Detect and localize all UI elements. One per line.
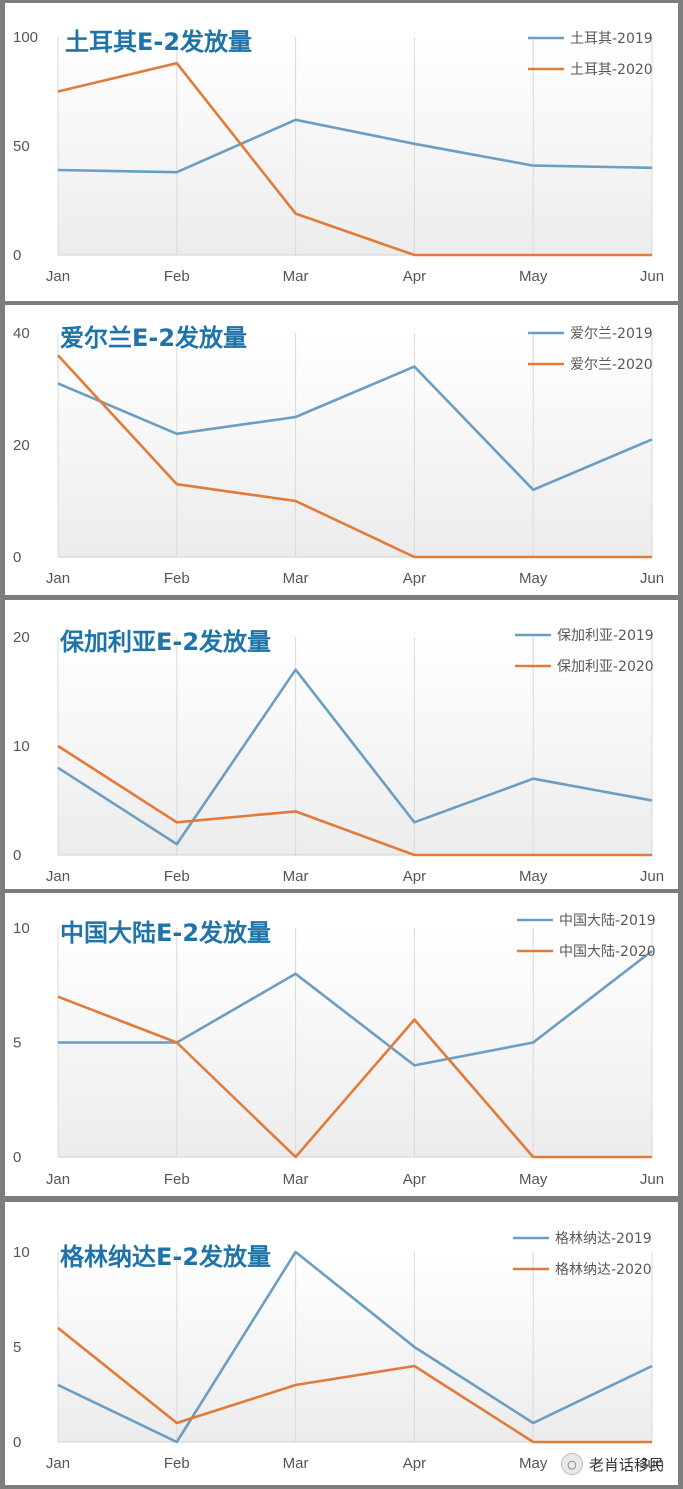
series-line: [57, 365, 653, 492]
x-tick-label: May: [519, 268, 548, 285]
x-tick-label: Apr: [403, 868, 426, 885]
legend: 爱尔兰-2019 爱尔兰-2020: [528, 326, 653, 373]
x-tick-label: Jun: [640, 570, 664, 587]
wechat-icon: ○: [560, 1453, 583, 1475]
x-tick-label: Jan: [46, 570, 70, 587]
legend-label: 中国大陆-2019: [559, 913, 656, 929]
y-tick-label: 5: [13, 1035, 21, 1052]
x-tick-label: May: [519, 1171, 548, 1188]
legend: 土耳其-2019 土耳其-2020: [528, 31, 653, 78]
chart-svg: 0 20 40 Jan Feb Mar Apr May Jun 爱尔兰E-2发放量 爱尔兰-2019…: [13, 324, 664, 587]
series-line: [57, 61, 652, 257]
chart-title: 格林纳达E-2发放量: [60, 1243, 271, 1271]
x-tick-label: Jan: [46, 1171, 70, 1188]
chart-title: 土耳其E-2发放量: [65, 28, 252, 56]
watermark-text: 老肖话移民: [588, 1455, 664, 1474]
chart-title: 中国大陆E-2发放量: [60, 919, 271, 947]
x-tick-label: Jan: [46, 268, 70, 285]
chart-panel-bulgaria: 0 10 20 Jan Feb Mar Apr May Jun 保加利亚E-2发放量 保加利亚-20…: [5, 600, 678, 889]
y-tick-label: 0: [13, 847, 21, 864]
legend-label: 土耳其-2020: [570, 62, 653, 78]
y-tick-label: 10: [13, 738, 30, 755]
series-line: [57, 354, 652, 559]
legend: 格林纳达-2019 格林纳达-2020: [513, 1231, 652, 1278]
x-tick-label: Jan: [46, 1455, 70, 1472]
legend-label: 爱尔兰-2020: [570, 357, 653, 373]
chart-svg: 0 5 10 Jan Feb Mar Apr May Jun 中国大陆E-2发放量 中国大陆-201…: [13, 913, 664, 1188]
x-tick-label: Feb: [164, 268, 190, 285]
legend: 保加利亚-2019 保加利亚-2020: [515, 628, 654, 675]
y-tick-label: 0: [13, 247, 21, 264]
legend-label: 格林纳达-2020: [555, 1262, 652, 1278]
chart-svg: 0 50 100 Jan Feb Mar Apr May Jun 土耳其E-2发放量 土耳其-201…: [13, 28, 664, 285]
plot-area: [58, 37, 652, 255]
plot-area: [58, 333, 652, 557]
x-tick-label: Mar: [283, 570, 309, 587]
y-tick-label: 5: [13, 1339, 21, 1356]
plot-area: [58, 1252, 652, 1442]
legend-label: 土耳其-2019: [570, 31, 653, 47]
x-tick-label: Apr: [403, 1455, 426, 1472]
chart-title: 爱尔兰E-2发放量: [60, 324, 247, 352]
y-tick-label: 20: [13, 437, 30, 454]
y-tick-label: 40: [13, 325, 30, 342]
legend-label: 格林纳达-2019: [555, 1231, 652, 1247]
x-tick-label: Jan: [46, 868, 70, 885]
x-tick-label: Feb: [164, 1455, 190, 1472]
x-tick-label: Mar: [283, 268, 309, 285]
watermark: ○ 老肖话移民: [560, 1453, 664, 1475]
legend-label: 中国大陆-2020: [559, 944, 656, 960]
x-tick-label: May: [519, 570, 548, 587]
x-tick-label: Feb: [164, 868, 190, 885]
chart-panel-ireland: 0 20 40 Jan Feb Mar Apr May Jun 爱尔兰E-2发放量 爱尔兰-2019…: [5, 305, 678, 595]
series-line: [58, 949, 653, 1067]
legend: 中国大陆-2019 中国大陆-2020: [517, 913, 656, 960]
chart-title: 保加利亚E-2发放量: [59, 628, 271, 656]
x-tick-label: Mar: [283, 868, 309, 885]
x-tick-label: May: [519, 1455, 548, 1472]
series-line: [57, 1250, 653, 1444]
x-tick-label: Jun: [640, 868, 664, 885]
y-tick-label: 0: [13, 1434, 21, 1451]
legend-label: 保加利亚-2020: [557, 659, 654, 675]
series-line: [57, 668, 653, 846]
series-line: [57, 744, 652, 857]
y-tick-label: 50: [13, 138, 30, 155]
x-tick-label: May: [519, 868, 548, 885]
y-tick-label: 10: [13, 920, 30, 937]
legend-label: 保加利亚-2019: [557, 628, 654, 644]
y-tick-label: 100: [13, 29, 38, 46]
x-tick-label: Apr: [403, 268, 426, 285]
x-tick-label: Jun: [640, 1171, 664, 1188]
x-tick-label: Jun: [640, 268, 664, 285]
y-tick-label: 0: [13, 549, 21, 566]
x-tick-label: Feb: [164, 570, 190, 587]
x-tick-label: Jun: [640, 1455, 664, 1472]
chart-panel-grenada: 0 5 10 Jan Feb Mar Apr May Jun 格林纳达E-2发放量 格林纳达-201…: [5, 1202, 678, 1485]
x-tick-label: Apr: [403, 1171, 426, 1188]
y-tick-label: 20: [13, 629, 30, 646]
series-line: [57, 118, 653, 174]
x-tick-label: Mar: [283, 1455, 309, 1472]
y-tick-label: 10: [13, 1244, 30, 1261]
chart-panel-china: 0 5 10 Jan Feb Mar Apr May Jun 中国大陆E-2发放量 中国大陆-201…: [5, 893, 678, 1196]
series-line: [57, 995, 652, 1159]
x-tick-label: Feb: [164, 1171, 190, 1188]
chart-svg: 0 5 10 Jan Feb Mar Apr May Jun 格林纳达E-2发放量 格林纳达-201…: [13, 1231, 664, 1472]
x-tick-label: Mar: [283, 1171, 309, 1188]
y-tick-label: 0: [13, 1149, 21, 1166]
x-tick-label: Apr: [403, 570, 426, 587]
series-line: [57, 1326, 652, 1444]
legend-label: 爱尔兰-2019: [570, 326, 653, 342]
chart-panel-turkey: 0 50 100 Jan Feb Mar Apr May Jun 土耳其E-2发放量 土耳其-201…: [5, 3, 678, 301]
